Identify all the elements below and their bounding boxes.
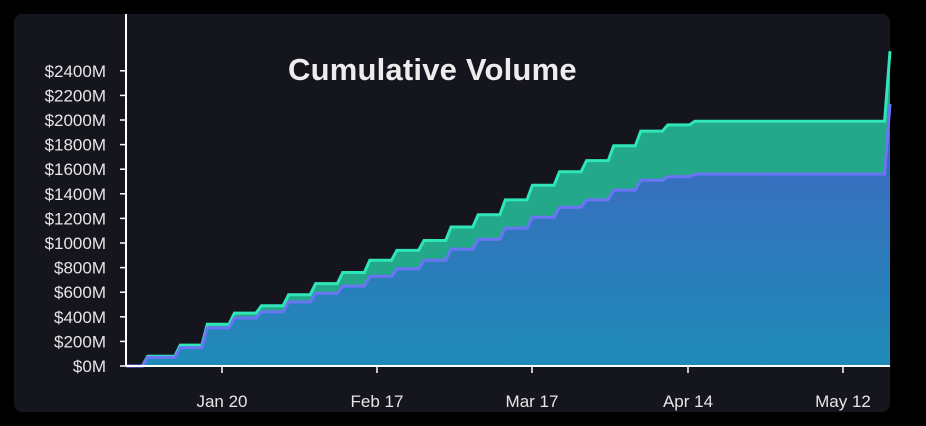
y-tick-label: $800M: [54, 259, 106, 278]
x-tick-label: Apr 14: [663, 392, 713, 411]
y-tick-label: $1000M: [45, 234, 106, 253]
area-lower: [126, 104, 890, 366]
y-tick-label: $1600M: [45, 160, 106, 179]
y-tick-label: $200M: [54, 332, 106, 351]
y-tick-label: $400M: [54, 308, 106, 327]
y-tick-label: $0M: [73, 357, 106, 376]
line-lower: [126, 103, 892, 368]
x-tick-label: Mar 17: [506, 392, 559, 411]
y-tick-label: $2400M: [45, 62, 106, 81]
y-tick-label: $2200M: [45, 86, 106, 105]
chart-title: Cumulative Volume: [288, 52, 577, 87]
y-tick-label: $1400M: [45, 185, 106, 204]
y-tick-label: $2000M: [45, 111, 106, 130]
line-upper: [126, 50, 892, 368]
y-tick-label: $1800M: [45, 136, 106, 155]
x-tick-label: Feb 17: [351, 392, 404, 411]
x-tick-label: May 12: [815, 392, 871, 411]
y-tick-label: $600M: [54, 283, 106, 302]
y-tick-label: $1200M: [45, 209, 106, 228]
area-upper: [126, 51, 890, 366]
x-tick-label: Jan 20: [196, 392, 247, 411]
